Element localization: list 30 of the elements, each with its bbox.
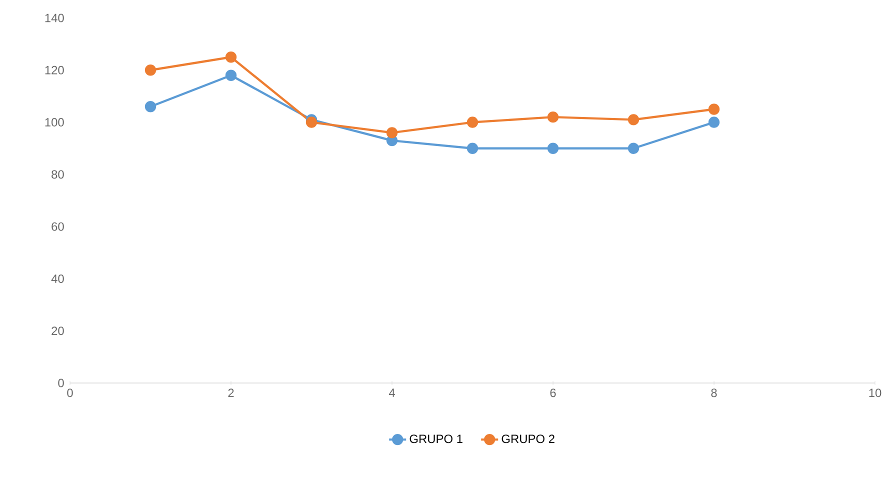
point bbox=[628, 142, 640, 154]
y-tick-label: 120 bbox=[45, 66, 64, 74]
x-tick-label: 4 bbox=[388, 388, 395, 397]
y-tick-label: 20 bbox=[52, 326, 64, 336]
x-tick-label: 2 bbox=[228, 388, 234, 397]
point bbox=[547, 111, 559, 123]
y-tick-label: 80 bbox=[52, 170, 64, 179]
y-tick-label: 0 bbox=[58, 378, 64, 388]
point bbox=[306, 116, 318, 128]
legend-label: GRUPO 2 bbox=[502, 434, 554, 444]
x-tick-label: 10 bbox=[869, 388, 882, 398]
point bbox=[225, 52, 237, 63]
y-tick-label: 40 bbox=[51, 274, 64, 283]
point bbox=[386, 127, 398, 138]
point bbox=[225, 70, 237, 81]
y-tick-label: 100 bbox=[45, 118, 64, 127]
x-tick-label: 6 bbox=[550, 388, 556, 398]
point bbox=[144, 101, 156, 112]
point bbox=[466, 142, 478, 154]
point bbox=[628, 114, 640, 126]
y-tick-label: 60 bbox=[52, 222, 64, 231]
legend-label: GRUPO 1 bbox=[410, 434, 462, 444]
point bbox=[466, 116, 478, 128]
y-tick-label: 140 bbox=[45, 14, 64, 22]
x-tick-label: 8 bbox=[711, 388, 717, 398]
x-tick-label: 0 bbox=[67, 388, 73, 398]
point bbox=[708, 116, 720, 128]
point bbox=[144, 64, 156, 76]
point bbox=[547, 142, 559, 154]
point bbox=[708, 104, 720, 115]
